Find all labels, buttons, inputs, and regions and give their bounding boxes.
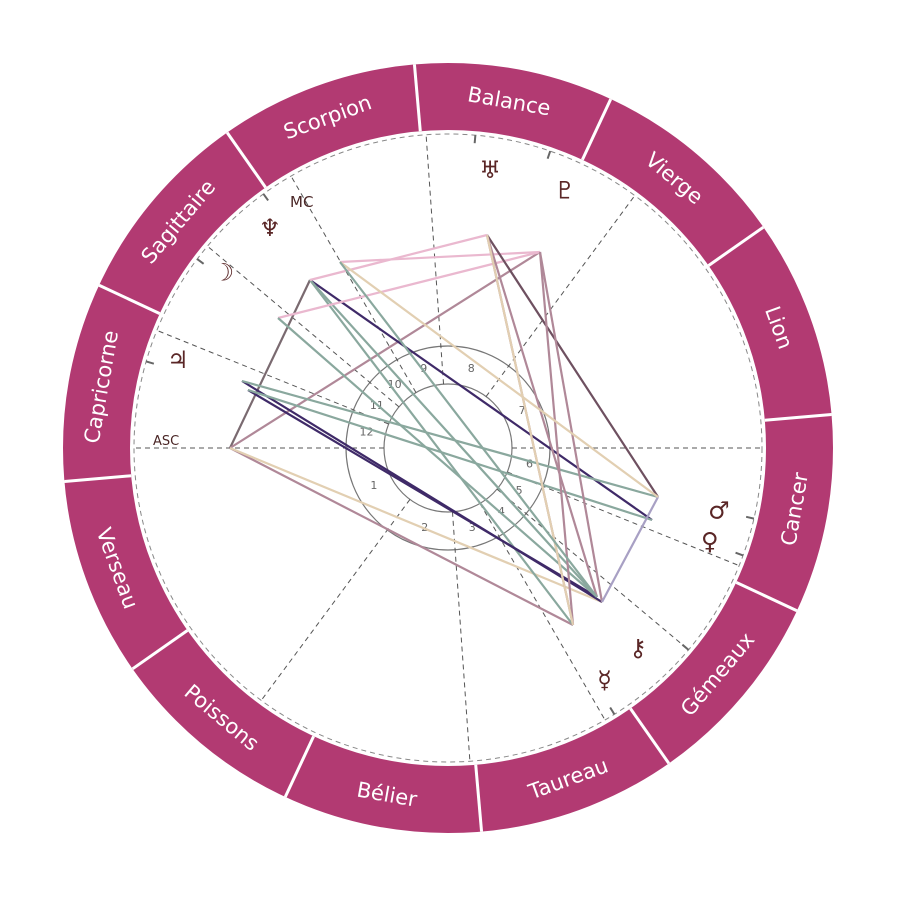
zodiac-ring: CancerLionViergeBalanceScorpionSagittair… xyxy=(63,63,833,833)
aspect-line-mauve xyxy=(229,251,541,449)
house-number: 6 xyxy=(526,457,533,470)
mars-tick xyxy=(745,515,755,520)
mercury-icon: ☿ xyxy=(597,666,612,694)
aspect-lines xyxy=(229,233,659,626)
planet-glyphs: ♅ ♇ ♆ ☽ ♃ ♂ ♀ ⚷ ☿ xyxy=(145,135,755,715)
sign-divider xyxy=(64,474,132,484)
aspect-line-gray xyxy=(229,279,311,449)
inner-dashed-circle xyxy=(133,133,763,763)
house-cusp-line xyxy=(451,511,471,762)
mars-icon: ♂ xyxy=(708,497,730,525)
neptune-tick xyxy=(262,193,269,202)
uranus-icon: ♅ xyxy=(479,156,501,184)
aspect-line-purple xyxy=(247,389,598,598)
house-number: 7 xyxy=(519,404,526,417)
venus-icon: ♀ xyxy=(701,528,719,556)
house-cusp-line xyxy=(290,175,417,393)
house-cusp-line xyxy=(260,499,411,701)
sign-divider xyxy=(131,629,189,671)
aspect-line-lavender xyxy=(601,496,659,603)
house-cusp-line xyxy=(425,134,445,385)
mc-label: MC xyxy=(290,193,313,211)
aspect-line-teal xyxy=(277,317,598,598)
chiron-icon: ⚷ xyxy=(629,634,647,662)
sign-divider xyxy=(283,735,315,798)
aspect-line-tan xyxy=(229,446,603,604)
aspect-line-mauve xyxy=(485,234,599,598)
sign-divider xyxy=(581,98,613,161)
mercury-tick xyxy=(609,706,616,715)
aspect-line-brown xyxy=(486,234,659,498)
house-number: 4 xyxy=(498,505,505,518)
aspect-line-teal xyxy=(339,261,598,598)
aspect-line-mauve xyxy=(538,251,604,603)
sign-divider xyxy=(735,581,798,613)
house-number: 9 xyxy=(420,362,427,375)
aspect-line-teal xyxy=(247,388,653,522)
pluto-tick xyxy=(546,150,552,159)
house-cusp-line xyxy=(479,503,606,721)
pluto-icon: ♇ xyxy=(554,176,576,204)
aspect-line-mauve xyxy=(229,447,574,626)
aspect-line-pink xyxy=(339,250,541,264)
aspect-line-teal xyxy=(241,379,659,499)
house-number: 8 xyxy=(468,362,475,375)
sign-divider xyxy=(474,764,484,832)
sign-divider xyxy=(98,283,161,315)
moon-tick xyxy=(196,258,205,265)
venus-tick xyxy=(735,551,744,557)
aspect-line-tan xyxy=(485,234,575,626)
house-cusp-line xyxy=(156,329,389,425)
chiron-tick xyxy=(681,643,690,651)
sign-divider xyxy=(764,412,832,422)
house-cusp-line xyxy=(507,471,740,567)
neptune-icon: ♆ xyxy=(259,214,281,242)
asc-label: ASC xyxy=(153,434,179,449)
zodiac-band xyxy=(63,63,833,833)
moon-icon: ☽ xyxy=(213,259,235,287)
sign-divider xyxy=(412,64,422,132)
house-cusp-line xyxy=(485,195,636,397)
house-number: 3 xyxy=(469,521,476,534)
jupiter-icon: ♃ xyxy=(167,346,189,374)
aspect-line-mauve xyxy=(538,251,575,626)
jupiter-tick xyxy=(145,360,155,365)
aspect-line-pink xyxy=(309,233,488,282)
sign-divider xyxy=(225,131,267,189)
sign-divider xyxy=(629,707,671,765)
house-cusp-line xyxy=(496,488,689,651)
uranus-tick xyxy=(473,135,477,144)
house-cusps: 123456789101112 xyxy=(134,134,762,762)
aspect-line-purple xyxy=(309,279,653,521)
house-number: 1 xyxy=(370,479,377,492)
house-cusp-line xyxy=(207,245,400,408)
aspect-line-tan xyxy=(339,261,659,498)
house-number: 5 xyxy=(516,484,523,497)
aspect-line-teal xyxy=(309,279,598,598)
sign-divider xyxy=(707,225,765,267)
